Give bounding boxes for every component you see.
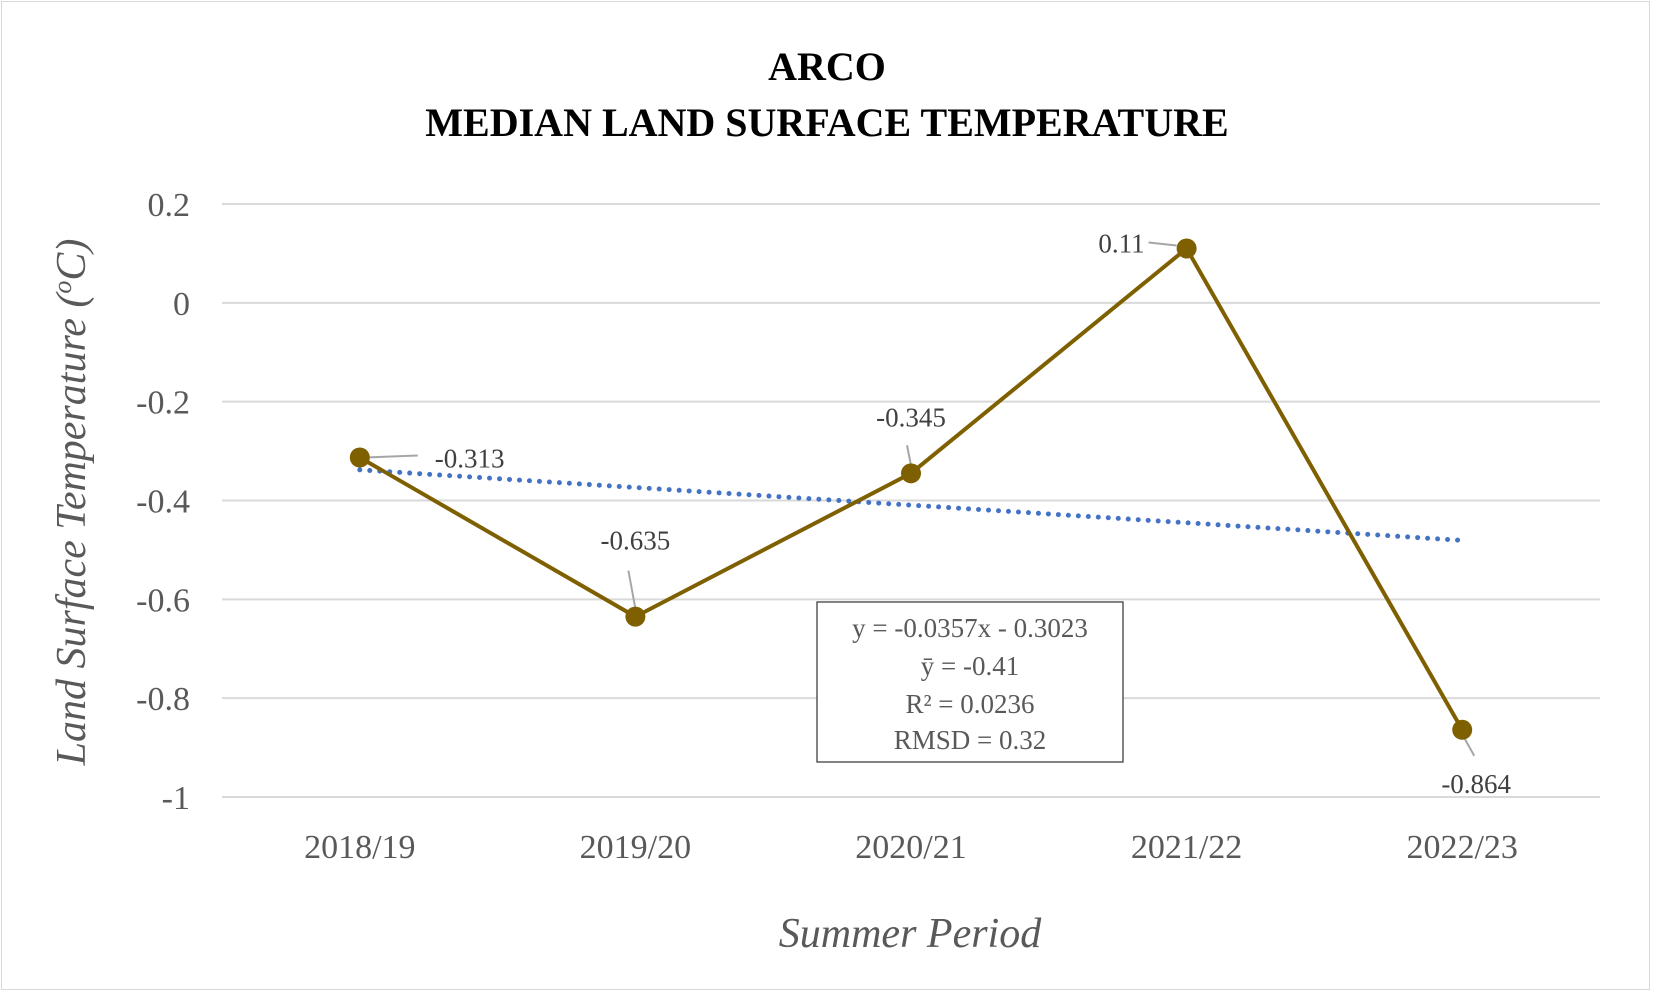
x-tick-label: 2019/20 [580,829,691,866]
y-axis-ticks: 0.2 0 -0.2 -0.4 -0.6 -0.8 -1 [136,187,190,817]
y-axis-title-unit-sup: o [48,281,77,294]
label-leader-line [1148,241,1177,247]
data-label: -0.345 [876,402,946,432]
chart-subtitle: MEDIAN LAND SURFACE TEMPERATURE [425,100,1228,145]
trendline-layer [357,467,1465,543]
data-point [1452,719,1473,740]
trendline [357,467,1465,543]
stats-box: y = -0.0357x - 0.3023 ȳ = -0.41 R² = 0.0… [816,601,1124,763]
y-axis-title-main: Land Surface Temperature ( [49,291,95,767]
data-point [1176,238,1197,259]
y-tick-label: -0.6 [136,582,190,619]
x-axis-title: Summer Period [779,911,1042,957]
x-axis-ticks: 2018/19 2019/20 2020/21 2021/22 2022/23 [304,829,1518,866]
y-axis-title-unit: C) [49,239,95,281]
x-tick-label: 2020/21 [855,829,966,866]
data-label: 0.11 [1098,228,1144,258]
data-point [901,463,921,484]
stats-box-border [816,601,1124,763]
data-label: -0.635 [601,526,671,556]
y-tick-label: 0 [173,286,190,323]
label-leader-line [627,570,637,609]
x-tick-label: 2022/23 [1406,829,1517,866]
data-label: -0.864 [1441,769,1511,799]
x-tick-label: 2021/22 [1131,829,1242,866]
y-tick-label: -0.2 [136,385,190,422]
y-tick-label: 0.2 [148,187,191,224]
y-tick-label: -1 [162,780,190,817]
data-point [349,447,370,468]
y-tick-label: -0.8 [136,681,190,718]
stats-equation: y = -0.0357x - 0.3023 [852,613,1088,643]
x-tick-label: 2018/19 [304,829,415,866]
label-leaders [364,241,1476,757]
stats-mean: ȳ = -0.41 [921,651,1019,681]
data-labels: -0.313 -0.635 -0.345 0.11 -0.864 [435,228,1512,798]
y-axis-title: Land Surface Temperature (oC) [48,239,95,767]
chart-title: ARCO [768,44,886,89]
label-leader-line [1463,737,1476,757]
y-tick-label: -0.4 [136,484,190,521]
series-layer [349,238,1473,740]
label-leader-line [364,454,418,459]
data-label: -0.313 [435,444,505,474]
label-leader-line [906,445,912,466]
stats-rmsd: RMSD = 0.32 [894,725,1047,755]
data-point [625,606,646,627]
stats-r-squared: R² = 0.0236 [905,689,1034,719]
